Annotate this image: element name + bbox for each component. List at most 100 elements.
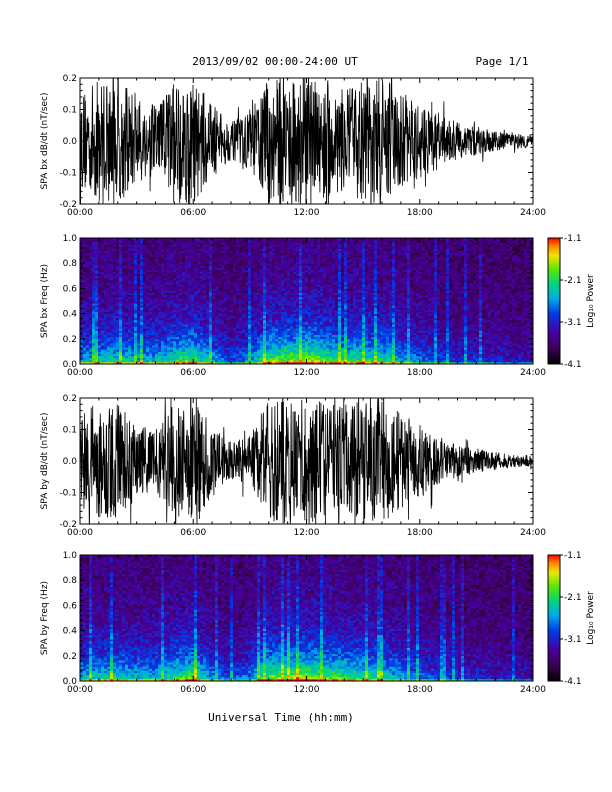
spectrogram-cell (305, 269, 309, 272)
spectrogram-cell (188, 349, 192, 352)
spectrogram-cell (323, 340, 327, 344)
spectrogram-cell (236, 298, 240, 302)
spectrogram-cell (152, 238, 156, 241)
spectrogram-cell (83, 340, 87, 344)
spectrogram-cell (167, 328, 171, 331)
spectrogram-cell (293, 301, 297, 304)
spectrogram-cell (131, 349, 135, 352)
spectrogram-cell (152, 296, 156, 300)
spectrogram-cell (131, 286, 135, 289)
spectrogram-cell (110, 328, 114, 331)
spectrogram-cell (254, 238, 258, 241)
spectrogram-cell (242, 313, 246, 317)
spectrogram-cell (260, 347, 264, 350)
spectrogram-cell (236, 347, 240, 350)
spectrogram-cell (176, 330, 180, 333)
spectrogram-cell (278, 271, 282, 275)
spectrogram-cell (83, 324, 87, 327)
spectrogram-cell (251, 244, 255, 247)
spectrogram-cell (281, 292, 285, 296)
spectrogram-cell (182, 256, 186, 260)
spectrogram-cell (206, 324, 210, 327)
spectrogram-cell (302, 301, 306, 304)
spectrogram-cell (113, 282, 117, 285)
spectrogram-cell (302, 284, 306, 287)
spectrogram-cell (254, 296, 258, 300)
spectrogram-cell (275, 319, 279, 323)
spectrogram-cell (128, 296, 132, 300)
spectrogram-cell (296, 338, 300, 342)
spectrogram-cell (233, 280, 237, 283)
spectrogram-cell (83, 311, 87, 314)
spectrogram-cell (317, 261, 321, 264)
spectrogram-cell (143, 271, 147, 275)
spectrogram-cell (98, 294, 102, 298)
spectrogram-cell (107, 242, 111, 245)
spectrogram-cell (194, 271, 198, 275)
spectrogram-cell (191, 357, 195, 361)
spectrogram-cell (236, 290, 240, 293)
spectrogram-cell (155, 292, 159, 296)
spectrogram-cell (233, 359, 237, 363)
spectrogram-cell (191, 334, 195, 338)
spectrogram-cell (188, 351, 192, 354)
spectrogram-cell (311, 271, 315, 275)
spectrogram-cell (227, 326, 231, 329)
spectrogram-cell (149, 309, 153, 312)
spectrogram-cell (194, 273, 198, 277)
spectrogram-cell (128, 252, 132, 256)
spectrogram-cell (116, 332, 120, 335)
spectrogram-cell (203, 343, 207, 346)
spectrogram-cell (152, 313, 156, 317)
spectrogram-cell (320, 347, 324, 350)
spectrogram-cell (122, 259, 126, 262)
spectrogram-cell (311, 347, 315, 350)
spectrogram-cell (233, 330, 237, 333)
spectrogram-cell (266, 355, 270, 359)
spectrogram-cell (209, 336, 213, 340)
spectrogram-cell (290, 343, 294, 346)
spectrogram-cell (128, 357, 132, 361)
spectrogram-cell (236, 294, 240, 298)
spectrogram-cell (299, 332, 303, 335)
spectrogram-cell (194, 246, 198, 249)
spectrogram-cell (158, 261, 162, 264)
spectrogram-cell (281, 286, 285, 289)
spectrogram-cell (290, 319, 294, 323)
spectrogram-cell (116, 263, 120, 266)
spectrogram-cell (209, 269, 213, 272)
spectrogram-cell (113, 275, 117, 279)
spectrogram-cell (110, 282, 114, 285)
spectrogram-cell (218, 317, 222, 321)
spectrogram-cell (137, 273, 141, 277)
spectrogram-cell (212, 326, 216, 329)
spectrogram-cell (194, 296, 198, 300)
spectrogram-cell (314, 332, 318, 335)
spectrogram-cell (149, 359, 153, 363)
spectrogram-cell (242, 305, 246, 308)
spectrogram-cell (110, 340, 114, 344)
spectrogram-cell (218, 296, 222, 300)
spectrogram-cell (320, 338, 324, 342)
spectrogram-cell (284, 345, 288, 348)
spectrogram-cell (116, 338, 120, 342)
spectrogram-cell (161, 313, 165, 317)
spectrogram-cell (239, 246, 243, 249)
spectrogram-cell (95, 242, 99, 245)
spectrogram-cell (137, 248, 141, 251)
spectrogram-cell (116, 296, 120, 300)
spectrogram-cell (137, 244, 141, 247)
spectrogram-cell (128, 315, 132, 319)
spectrogram-cell (146, 252, 150, 256)
spectrogram-cell (218, 252, 222, 256)
spectrogram-cell (314, 267, 318, 270)
spectrogram-cell (101, 328, 105, 331)
spectrogram-cell (305, 301, 309, 304)
spectrogram-cell (104, 282, 108, 285)
spectrogram-cell (278, 246, 282, 249)
spectrogram-cell (317, 275, 321, 279)
spectrogram-cell (191, 273, 195, 277)
spectrogram-cell (122, 361, 126, 365)
spectrogram-cell (239, 345, 243, 348)
spectrogram-cell (212, 309, 216, 312)
